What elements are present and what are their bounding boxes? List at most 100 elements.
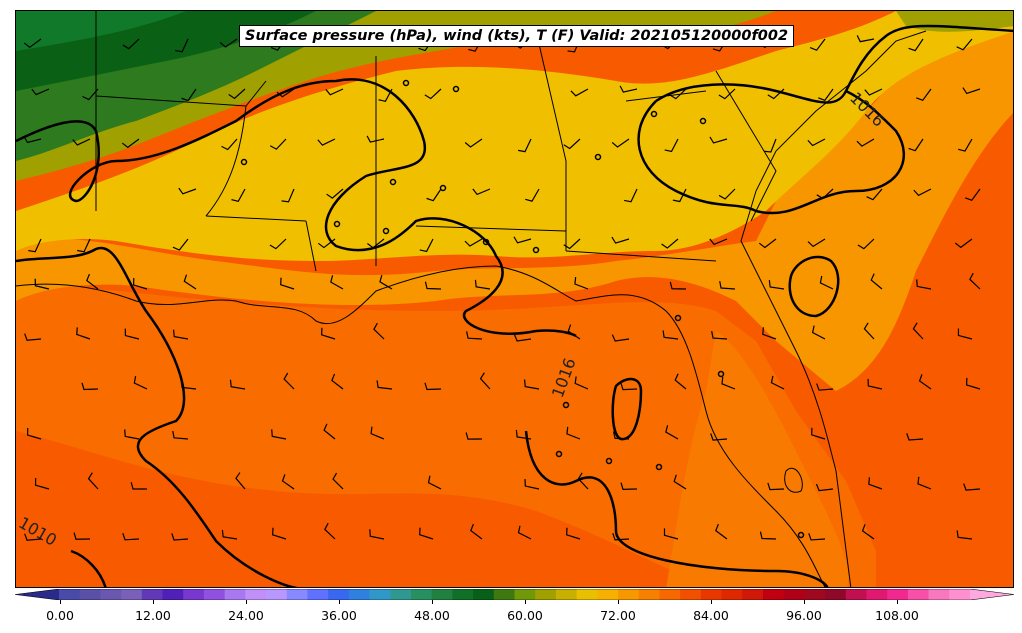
wind-barb (231, 188, 246, 202)
wind-barb (759, 531, 777, 540)
colorbar-segment (928, 589, 950, 600)
colorbar-segment (825, 589, 847, 600)
map-panel: 1016 1016 1010 Surface pressure (hPa), w… (15, 10, 1014, 588)
wind-barb (124, 429, 140, 440)
isobars (16, 24, 1013, 587)
tick-mark (339, 600, 340, 604)
wind-barb (577, 472, 589, 490)
colorbar-segment (493, 589, 515, 600)
wind-barb (31, 88, 50, 96)
land-green-nw (16, 11, 186, 51)
wind-barb (709, 238, 728, 246)
wind-barb (513, 334, 532, 342)
wind-barb (474, 279, 491, 290)
wind-barb (124, 328, 140, 340)
wind-barb (86, 273, 99, 290)
wind-barb (24, 333, 42, 341)
wind-barb (424, 382, 442, 391)
colorbar-segment (804, 589, 826, 600)
tick-label: 60.00 (507, 608, 543, 623)
wind-barb (178, 187, 197, 195)
wind-barb (172, 430, 189, 440)
tick-mark (711, 600, 712, 604)
colorbar-segment (555, 589, 578, 600)
wind-barb (807, 238, 826, 248)
wind-barb (317, 238, 336, 249)
wind-barb (856, 35, 875, 43)
colorbar-segment (390, 589, 412, 600)
wind-barb (272, 527, 287, 540)
wind-barb (122, 532, 140, 541)
wind-barb (321, 327, 336, 340)
wind-barb (917, 476, 932, 490)
tick-label: 36.00 (321, 608, 357, 623)
wind-barb (317, 138, 336, 146)
wind-barb (132, 277, 148, 290)
tick-label: 84.00 (693, 608, 729, 623)
wind-barb (513, 236, 532, 244)
wind-barb (470, 523, 483, 540)
wind-barb (672, 188, 687, 203)
wind-barb (283, 372, 295, 390)
wind-barb (369, 529, 385, 540)
colorbar-overflow-arrow (970, 589, 1014, 600)
wind-barb (661, 238, 679, 249)
wind-barb (709, 136, 728, 144)
colorbar-segment (328, 589, 350, 600)
wind-barb (121, 138, 140, 149)
wind-barb (954, 238, 973, 249)
colorbar-segment (700, 589, 723, 600)
wind-barb (963, 483, 981, 491)
wind-barb (815, 483, 834, 492)
wind-barb (276, 88, 295, 98)
wind-barb (130, 482, 148, 490)
wind-barb (181, 88, 197, 102)
wind-barb (767, 88, 785, 100)
wind-barb (674, 373, 687, 390)
wind-barb (87, 472, 99, 490)
wind-barb (122, 38, 140, 50)
wind-barb (612, 431, 630, 440)
wind-barb (82, 88, 99, 101)
wind-barb (219, 38, 238, 48)
wind-barb (332, 472, 344, 490)
wind-barb (175, 38, 189, 53)
wind-barb (515, 429, 532, 440)
wind-barb (913, 188, 932, 197)
colorbar-segment (866, 589, 888, 600)
tick-label: 24.00 (228, 608, 264, 623)
wind-barb (620, 382, 638, 391)
wind-barb (367, 238, 385, 249)
tick-mark (897, 600, 898, 604)
wind-barb (281, 188, 295, 203)
wind-barb (611, 236, 630, 244)
tick-label: 48.00 (414, 608, 450, 623)
colorbar-segment (266, 589, 288, 600)
coastline-and-borders (16, 11, 927, 587)
tick-mark (432, 600, 433, 604)
colorbar-segment (79, 589, 101, 600)
wind-barb (965, 377, 981, 390)
wind-barb (620, 482, 638, 490)
wind-barb (376, 380, 393, 390)
wind-barb (424, 88, 442, 100)
colorbar-segment (907, 589, 930, 600)
wind-barb (479, 372, 491, 390)
wind-barb (856, 138, 875, 147)
tick-mark (153, 600, 154, 604)
wind-barb (763, 138, 777, 153)
tick-label: 96.00 (786, 608, 822, 623)
wind-barb (767, 482, 785, 491)
wind-barb (567, 324, 581, 340)
colorbar-segment (307, 589, 329, 600)
wind-barb (768, 279, 785, 290)
wind-barb (76, 327, 91, 340)
wind-barb (957, 328, 973, 340)
wind-barb (721, 376, 736, 390)
colorbar-segment (59, 589, 81, 600)
wind-barbs (23, 35, 981, 541)
wind-barb (370, 426, 385, 440)
wind-barb (271, 429, 287, 440)
wind-barb (563, 138, 581, 150)
wind-barb (235, 472, 246, 490)
